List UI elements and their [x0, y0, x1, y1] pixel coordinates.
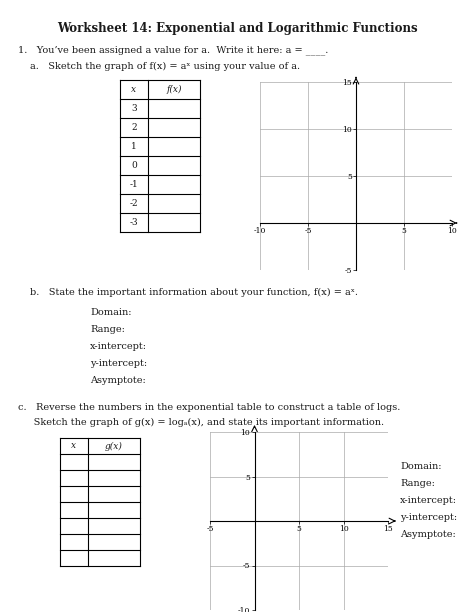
Text: 1.   You’ve been assigned a value for a.  Write it here: a = ____.: 1. You’ve been assigned a value for a. W… — [18, 45, 328, 54]
Text: -1: -1 — [129, 180, 138, 189]
Text: x: x — [131, 85, 137, 94]
Text: c.   Reverse the numbers in the exponential table to construct a table of logs.: c. Reverse the numbers in the exponentia… — [18, 403, 401, 412]
Text: Range:: Range: — [90, 325, 125, 334]
Text: x: x — [72, 441, 77, 450]
Text: y-intercept:: y-intercept: — [400, 513, 457, 522]
Text: -2: -2 — [130, 199, 138, 208]
Text: Sketch the graph of g(x) = logₐ(x), and state its important information.: Sketch the graph of g(x) = logₐ(x), and … — [18, 418, 384, 427]
Text: -3: -3 — [130, 218, 138, 227]
Text: 0: 0 — [131, 161, 137, 170]
Text: b.   State the important information about your function, f(x) = aˣ.: b. State the important information about… — [30, 288, 358, 297]
Text: f(x): f(x) — [166, 85, 182, 94]
Text: Worksheet 14: Exponential and Logarithmic Functions: Worksheet 14: Exponential and Logarithmi… — [57, 22, 417, 35]
Text: Domain:: Domain: — [90, 308, 131, 317]
Text: Range:: Range: — [400, 479, 435, 488]
Text: x-intercept:: x-intercept: — [400, 496, 457, 505]
Text: 1: 1 — [131, 142, 137, 151]
Text: 2: 2 — [131, 123, 137, 132]
Text: Asymptote:: Asymptote: — [400, 530, 456, 539]
Text: x-intercept:: x-intercept: — [90, 342, 147, 351]
Text: Domain:: Domain: — [400, 462, 441, 471]
Text: Asymptote:: Asymptote: — [90, 376, 146, 385]
Text: a.   Sketch the graph of f(x) = aˣ using your value of a.: a. Sketch the graph of f(x) = aˣ using y… — [30, 62, 300, 71]
Text: g(x): g(x) — [105, 441, 123, 450]
Text: y-intercept:: y-intercept: — [90, 359, 147, 368]
Text: 3: 3 — [131, 104, 137, 113]
